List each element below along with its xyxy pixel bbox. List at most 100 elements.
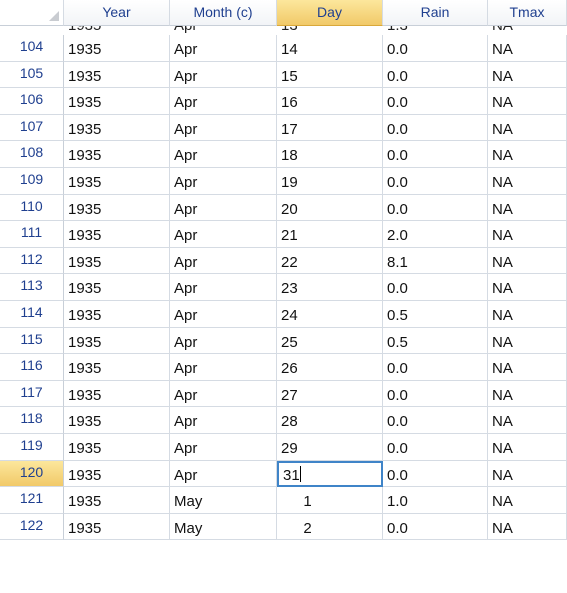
cell-rain[interactable]: 0.0	[383, 460, 488, 488]
cell-tmax[interactable]: NA	[488, 513, 567, 541]
cell-month[interactable]: Apr	[170, 35, 277, 62]
cell-month[interactable]: Apr	[170, 114, 277, 142]
row-header[interactable]: 119	[0, 433, 64, 461]
cell-tmax[interactable]: NA	[488, 274, 567, 301]
cell-rain[interactable]: 0.5	[383, 327, 488, 355]
cell-month[interactable]: Apr	[170, 354, 277, 381]
row-header[interactable]: 107	[0, 114, 64, 142]
cell-tmax[interactable]: NA	[488, 88, 567, 115]
cell-tmax[interactable]: NA	[488, 487, 567, 514]
row-header[interactable]: 118	[0, 407, 64, 434]
row-header[interactable]: 110	[0, 194, 64, 222]
row-header[interactable]: 105	[0, 61, 64, 89]
cell-month[interactable]: Apr	[170, 274, 277, 301]
cell-year[interactable]: 1935	[64, 433, 170, 461]
cell-day[interactable]: 14	[277, 35, 383, 62]
cell-year[interactable]: 1935	[64, 487, 170, 514]
cell-month[interactable]: Apr	[170, 460, 277, 488]
cell-tmax[interactable]: NA	[488, 167, 567, 195]
cell-year[interactable]: 1935	[64, 167, 170, 195]
cell-month[interactable]: May	[170, 513, 277, 541]
cell-month[interactable]: Apr	[170, 407, 277, 434]
row-header[interactable]: 121	[0, 487, 64, 514]
cell-day[interactable]: 16	[277, 88, 383, 115]
row-header[interactable]: 115	[0, 327, 64, 355]
cell-year[interactable]: 1935	[64, 274, 170, 301]
cell-rain[interactable]: 0.0	[383, 274, 488, 301]
cell-rain[interactable]: 0.0	[383, 194, 488, 222]
cell-day[interactable]: 20	[277, 194, 383, 222]
cell-year[interactable]: 1935	[64, 380, 170, 408]
cell-month[interactable]: Apr	[170, 88, 277, 115]
column-header-rain[interactable]: Rain	[383, 0, 488, 26]
cell-rain[interactable]: 0.0	[383, 354, 488, 381]
select-all-corner[interactable]	[0, 0, 64, 26]
cell-year[interactable]: 1935	[64, 61, 170, 89]
cell-day[interactable]: 15	[277, 61, 383, 89]
cell-rain[interactable]: 8.1	[383, 247, 488, 275]
cell-rain[interactable]: 2.0	[383, 221, 488, 248]
cell-month[interactable]: Apr	[170, 327, 277, 355]
cell-tmax[interactable]: NA	[488, 114, 567, 142]
row-header[interactable]: 112	[0, 247, 64, 275]
cell-tmax[interactable]: NA	[488, 300, 567, 328]
cell-month[interactable]: Apr	[170, 300, 277, 328]
cell-day[interactable]: 25	[277, 327, 383, 355]
cell-day-editor[interactable]: 31	[277, 460, 383, 488]
cell-month[interactable]: Apr	[170, 61, 277, 89]
column-header-year[interactable]: Year	[64, 0, 170, 26]
cell-tmax[interactable]: NA	[488, 35, 567, 62]
cell-year[interactable]: 1935	[64, 194, 170, 222]
cell-month[interactable]: May	[170, 487, 277, 514]
row-header[interactable]: 116	[0, 354, 64, 381]
cell-month[interactable]: Apr	[170, 167, 277, 195]
cell-rain[interactable]: 0.0	[383, 513, 488, 541]
cell-tmax[interactable]: NA	[488, 354, 567, 381]
cell-day[interactable]: 1	[277, 487, 383, 514]
cell-year[interactable]: 1935	[64, 88, 170, 115]
cell-day[interactable]: 21	[277, 221, 383, 248]
cell-tmax[interactable]: NA	[488, 141, 567, 168]
row-header[interactable]: 108	[0, 141, 64, 168]
cell-year[interactable]: 1935	[64, 460, 170, 488]
cell-year[interactable]: 1935	[64, 407, 170, 434]
column-header-day[interactable]: Day	[277, 0, 383, 26]
row-header[interactable]: 114	[0, 300, 64, 328]
cell-day[interactable]: 22	[277, 247, 383, 275]
cell-tmax[interactable]: NA	[488, 380, 567, 408]
cell-rain[interactable]: 0.0	[383, 61, 488, 89]
cell-day[interactable]: 27	[277, 380, 383, 408]
cell-month[interactable]: Apr	[170, 380, 277, 408]
cell-tmax[interactable]: NA	[488, 194, 567, 222]
row-header[interactable]: 117	[0, 380, 64, 408]
cell-month[interactable]: Apr	[170, 247, 277, 275]
cell-year[interactable]: 1935	[64, 300, 170, 328]
row-header[interactable]: 120	[0, 460, 64, 488]
cell-day[interactable]: 28	[277, 407, 383, 434]
cell-rain[interactable]: 0.0	[383, 433, 488, 461]
cell-month[interactable]: Apr	[170, 221, 277, 248]
cell-day[interactable]: 23	[277, 274, 383, 301]
cell-rain[interactable]: 0.0	[383, 380, 488, 408]
cell-month[interactable]: Apr	[170, 194, 277, 222]
cell-rain[interactable]: 0.0	[383, 167, 488, 195]
cell-year[interactable]: 1935	[64, 114, 170, 142]
cell-rain[interactable]: 0.0	[383, 35, 488, 62]
cell-tmax[interactable]: NA	[488, 221, 567, 248]
cell-day[interactable]: 17	[277, 114, 383, 142]
cell-year[interactable]: 1935	[64, 327, 170, 355]
cell-day[interactable]: 29	[277, 433, 383, 461]
cell-year[interactable]: 1935	[64, 247, 170, 275]
cell-day[interactable]: 18	[277, 141, 383, 168]
cell-tmax[interactable]: NA	[488, 460, 567, 488]
cell-day[interactable]: 26	[277, 354, 383, 381]
row-header[interactable]: 113	[0, 274, 64, 301]
cell-tmax[interactable]: NA	[488, 433, 567, 461]
cell-rain[interactable]: 0.0	[383, 88, 488, 115]
cell-month[interactable]: Apr	[170, 433, 277, 461]
cell-rain[interactable]: 0.0	[383, 114, 488, 142]
cell-year[interactable]: 1935	[64, 513, 170, 541]
row-header[interactable]: 109	[0, 167, 64, 195]
cell-rain[interactable]: 0.0	[383, 407, 488, 434]
cell-year[interactable]: 1935	[64, 141, 170, 168]
